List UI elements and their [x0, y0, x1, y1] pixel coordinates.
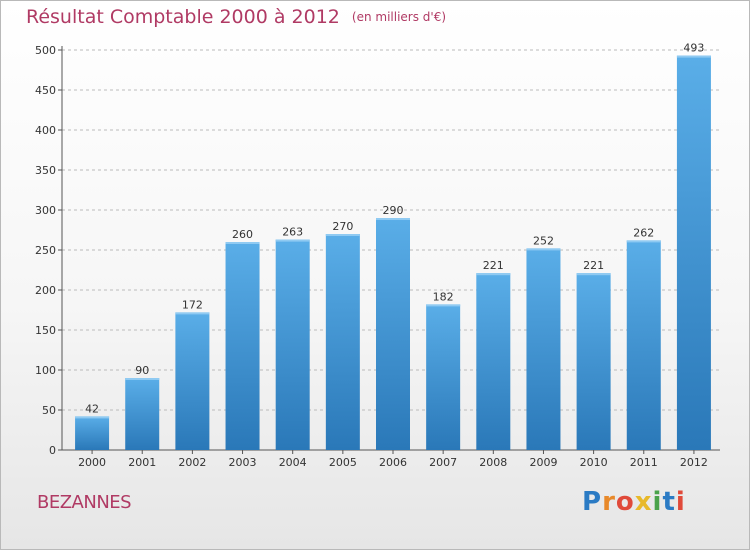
x-tick-label: 2001 — [128, 456, 156, 469]
logo-letter: i — [652, 487, 663, 517]
bar-value-label: 290 — [383, 204, 404, 217]
y-tick-label: 150 — [35, 324, 56, 337]
x-tick-label: 2010 — [580, 456, 608, 469]
bar-value-label: 270 — [332, 220, 353, 233]
bar-2006 — [376, 218, 410, 450]
x-tick-label: 2005 — [329, 456, 357, 469]
bar-value-label: 182 — [433, 290, 454, 303]
y-tick-label: 250 — [35, 244, 56, 257]
bar-value-label: 172 — [182, 298, 203, 311]
chart-title-text: Résultat Comptable 2000 à 2012 — [26, 6, 340, 28]
bar-2010 — [576, 273, 611, 450]
bar-2004 — [275, 239, 310, 450]
bar-2012 — [676, 55, 711, 450]
bar-top-edge-2006 — [376, 218, 410, 220]
bar-2002 — [175, 312, 210, 450]
bar-value-label: 42 — [85, 402, 99, 415]
bar-value-label: 260 — [232, 228, 253, 241]
bar-2011 — [626, 240, 661, 450]
bar-top-edge-2002 — [175, 312, 210, 315]
bars — [75, 55, 711, 450]
x-tick-label: 2003 — [229, 456, 257, 469]
logo-letter: x — [634, 487, 653, 517]
y-tick-label: 0 — [49, 444, 56, 457]
chart-title: Résultat Comptable 2000 à 2012 (en millie… — [26, 6, 446, 28]
bar-top-edge-2003 — [225, 242, 260, 244]
bar-2003 — [225, 242, 260, 450]
chart-subtitle: (en milliers d'€) — [351, 10, 447, 24]
bar-2009 — [526, 248, 561, 450]
y-tick-label: 450 — [35, 84, 56, 97]
bar-top-edge-2008 — [476, 273, 511, 276]
logo-letter: P — [582, 487, 603, 517]
bar-top-edge-2004 — [275, 239, 310, 242]
logo-letter: r — [602, 487, 616, 517]
x-tick-label: 2011 — [630, 456, 658, 469]
x-tick-label: 2000 — [78, 456, 106, 469]
bar-top-edge-2010 — [576, 273, 611, 276]
bar-2008 — [476, 273, 511, 450]
city-name: BEZANNES — [37, 492, 132, 513]
labels: 0 50 100 150 200 250 300 350 400 450 500 42 2000 90 20… — [35, 42, 708, 469]
y-tick-label: 300 — [35, 204, 56, 217]
x-tick-label: 2012 — [680, 456, 708, 469]
bar-value-label: 90 — [135, 364, 149, 377]
logo-letter: t — [662, 487, 676, 517]
bar-value-label: 221 — [483, 259, 504, 272]
bar-top-edge-2005 — [325, 234, 360, 236]
logo-letter: o — [615, 487, 635, 517]
bar-value-label: 252 — [533, 234, 554, 247]
bar-top-edge-2009 — [526, 248, 561, 251]
x-tick-label: 2009 — [529, 456, 557, 469]
bar-2007 — [426, 304, 461, 450]
logo-letter: i — [675, 487, 686, 517]
y-tick-label: 500 — [35, 44, 56, 57]
y-tick-label: 350 — [35, 164, 56, 177]
bar-value-label: 263 — [282, 226, 303, 239]
bar-2000 — [75, 416, 110, 450]
x-tick-label: 2002 — [178, 456, 206, 469]
proxiti-logo: Proxiti — [582, 487, 686, 517]
bar-top-edge-2000 — [75, 416, 110, 419]
bar-2005 — [325, 234, 360, 450]
y-tick-label: 50 — [42, 404, 56, 417]
bar-2001 — [125, 378, 160, 450]
y-tick-label: 200 — [35, 284, 56, 297]
bar-value-label: 221 — [583, 259, 604, 272]
bar-value-label: 262 — [633, 226, 654, 239]
bar-top-edge-2011 — [626, 240, 661, 243]
y-tick-label: 400 — [35, 124, 56, 137]
x-tick-label: 2006 — [379, 456, 407, 469]
x-tick-label: 2004 — [279, 456, 307, 469]
bar-top-edge-2012 — [676, 55, 711, 58]
bar-top-edge-2001 — [125, 378, 160, 380]
bar-top-edge-2007 — [426, 304, 461, 307]
x-tick-label: 2008 — [479, 456, 507, 469]
bar-value-label: 493 — [683, 42, 704, 55]
x-tick-label: 2007 — [429, 456, 457, 469]
y-tick-label: 100 — [35, 364, 56, 377]
